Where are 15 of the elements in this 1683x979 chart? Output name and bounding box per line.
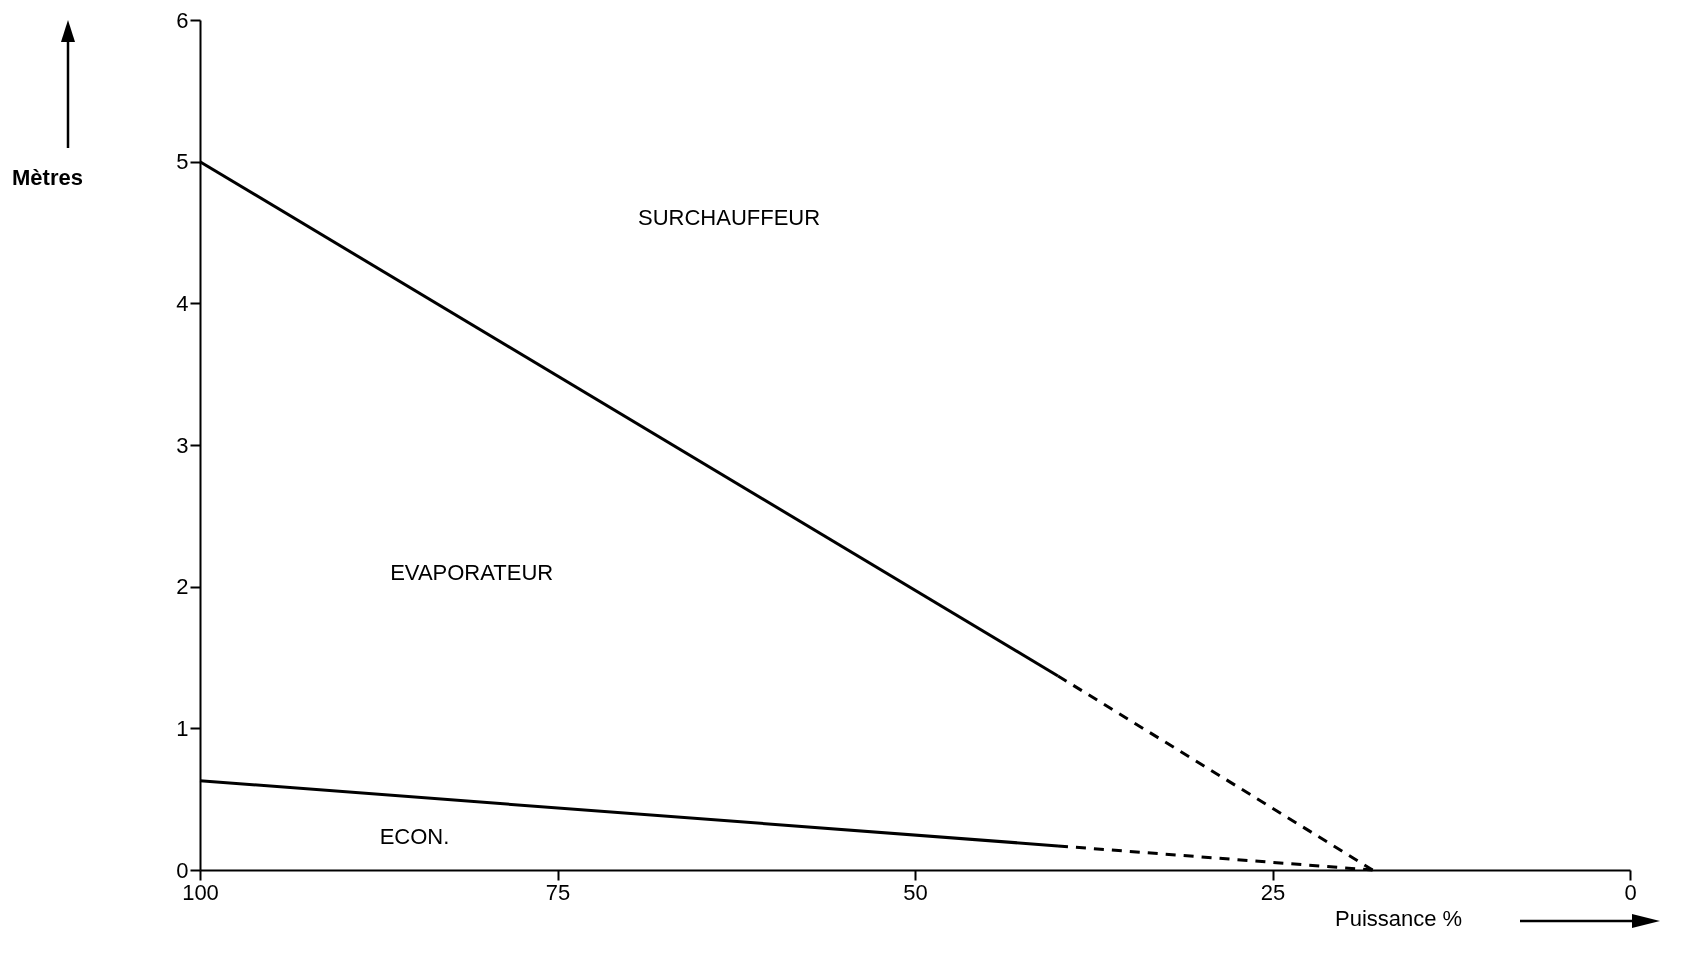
annotation: EVAPORATEUR (390, 559, 554, 585)
x-tick-label: 75 (545, 879, 571, 905)
x-tick-label: 50 (903, 879, 928, 905)
y-axis-title: Mètres (12, 165, 83, 191)
y-tick-label: 6 (176, 7, 189, 33)
y-tick-label: 4 (176, 290, 189, 316)
y-tick-label: 2 (176, 574, 189, 600)
y-tick-label: 1 (176, 715, 189, 741)
x-tick-label: 25 (1260, 879, 1286, 905)
y-tick-label: 3 (176, 432, 189, 458)
annotation: ECON. (379, 824, 450, 850)
x-tick-label: 0 (1624, 879, 1637, 905)
annotation: SURCHAUFFEUR (638, 205, 821, 231)
y-tick-label: 5 (176, 149, 189, 175)
x-axis-title: Puissance % (1335, 906, 1463, 932)
